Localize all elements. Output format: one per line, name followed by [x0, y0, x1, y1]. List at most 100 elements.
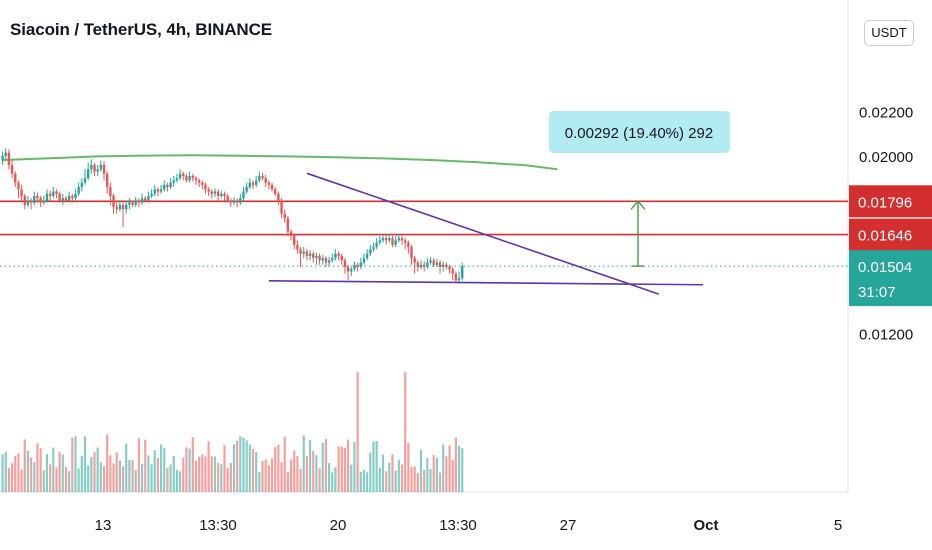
candle-body: [115, 207, 118, 210]
volume-bar: [251, 448, 255, 492]
measure-label-box: [549, 111, 730, 153]
volume-bar: [71, 437, 74, 492]
candle: [429, 257, 432, 265]
volume-bar: [267, 465, 270, 492]
candle-body: [403, 240, 407, 243]
candle-body: [289, 231, 293, 236]
volume-bar: [397, 459, 400, 492]
volume-bar: [423, 469, 426, 492]
volume-bar: [39, 448, 42, 492]
volume-bar: [442, 444, 445, 492]
volume-bar: [299, 468, 302, 492]
candle-body: [10, 164, 14, 174]
candle: [223, 191, 226, 201]
candle-body: [280, 200, 283, 214]
candle: [36, 192, 39, 203]
volume-bar: [324, 439, 328, 492]
volume-bar: [30, 457, 33, 492]
volume-bar: [245, 440, 248, 492]
volume-bar: [49, 464, 52, 492]
candle-body: [312, 253, 315, 259]
candle-body: [80, 182, 84, 188]
candle: [71, 193, 74, 203]
candle: [159, 184, 163, 194]
candle: [134, 197, 137, 208]
volume-bar: [14, 455, 17, 492]
candle: [254, 175, 258, 188]
volume-bar: [1, 454, 4, 492]
candle-body: [48, 193, 52, 196]
candle: [340, 253, 343, 265]
x-tick-label: 13:30: [199, 517, 237, 534]
volume-bar: [407, 442, 410, 492]
candle: [365, 249, 369, 261]
candle: [337, 251, 340, 261]
candle: [74, 189, 77, 201]
volume-bar: [175, 469, 179, 492]
candle-body: [29, 200, 33, 203]
candle: [216, 189, 220, 201]
candle-body: [239, 198, 242, 203]
currency-button[interactable]: USDT: [864, 20, 914, 46]
candle: [67, 191, 71, 203]
candle: [147, 191, 150, 203]
volume-bar: [391, 454, 394, 492]
candle: [204, 182, 207, 194]
volume-bar: [64, 466, 68, 492]
candle-body: [407, 242, 410, 248]
volume-bar: [302, 435, 305, 492]
level-price-tag: [849, 185, 932, 218]
candle-body: [185, 175, 188, 181]
volume-bar: [61, 454, 64, 492]
candle: [10, 160, 14, 179]
candle-body: [413, 258, 416, 263]
volume-bar: [36, 443, 39, 492]
volume-bar: [445, 456, 448, 492]
volume-bar: [236, 440, 239, 492]
candle-body: [223, 193, 226, 196]
candle-body: [419, 264, 423, 267]
candle: [86, 162, 90, 181]
candle-body: [264, 178, 267, 183]
candle-body: [442, 264, 445, 267]
candle-body: [147, 195, 150, 201]
volume-bar: [4, 451, 7, 492]
volume-bar: [93, 452, 96, 492]
candle-body: [356, 264, 359, 267]
candle-body: [299, 249, 302, 254]
candle-body: [378, 240, 382, 243]
candle-body: [267, 182, 271, 185]
candle: [235, 198, 239, 208]
candle: [391, 235, 394, 248]
candle: [144, 195, 147, 203]
volume-bar: [457, 445, 461, 492]
candle-body: [429, 260, 432, 263]
candle-body: [105, 173, 109, 188]
x-tick-label: 13:30: [439, 517, 477, 534]
candle: [308, 250, 312, 261]
volume-bar: [188, 448, 191, 492]
candle: [125, 200, 128, 214]
candle: [410, 244, 413, 265]
volume-bar: [394, 470, 397, 492]
volume-bar: [191, 437, 194, 492]
candle-body: [182, 173, 185, 176]
candle: [137, 198, 141, 208]
candle: [302, 247, 305, 259]
volume-bar: [334, 467, 337, 492]
candle: [17, 180, 20, 199]
volume-bar: [169, 464, 172, 492]
candle-body: [296, 244, 299, 250]
candle-body: [45, 193, 49, 201]
candle: [232, 197, 236, 205]
volume-bar: [286, 472, 289, 492]
volume-bar: [83, 436, 87, 492]
candle: [343, 258, 347, 274]
volume-bar: [280, 462, 283, 492]
candles: [1, 148, 464, 283]
x-tick-label: 5: [834, 517, 842, 534]
candle-body: [39, 198, 42, 203]
candle-body: [394, 240, 397, 245]
